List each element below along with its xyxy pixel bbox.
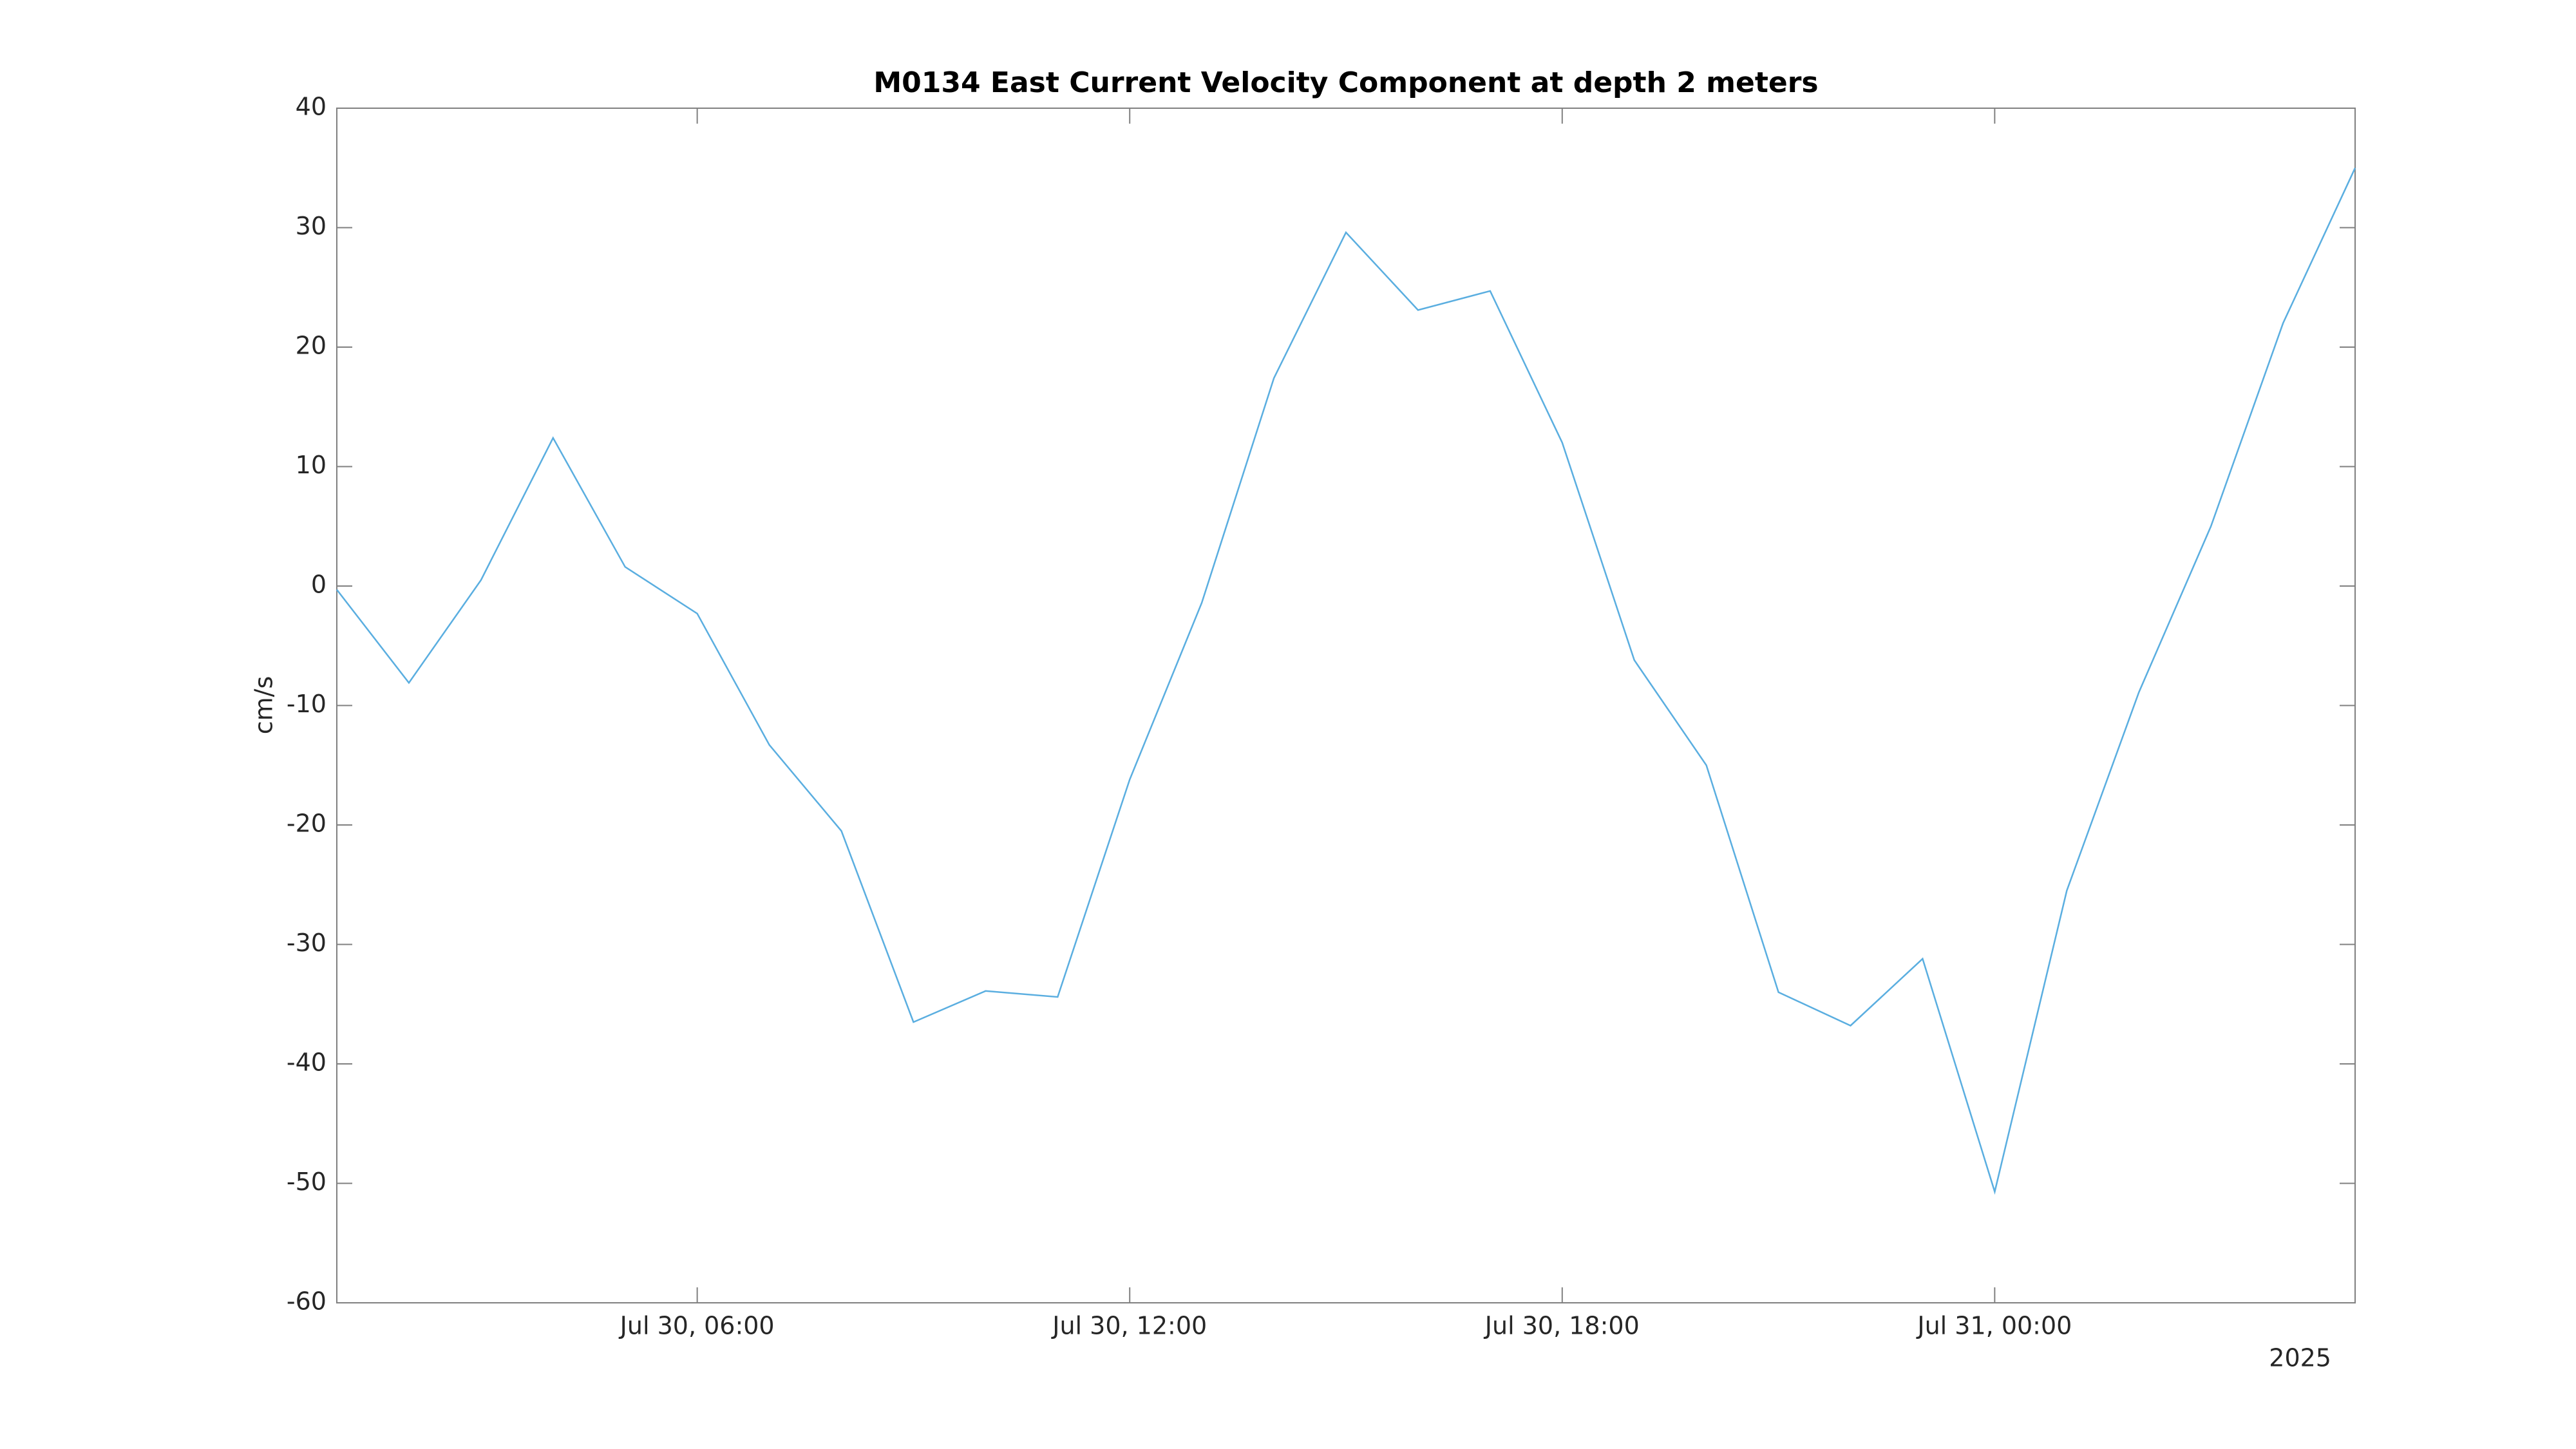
y-tick-label: 40	[296, 93, 327, 121]
y-tick-label: 10	[296, 451, 327, 479]
y-tick-label: 0	[311, 571, 327, 599]
x-tick-label: Jul 30, 18:00	[1484, 1312, 1640, 1340]
data-line	[336, 167, 2356, 1195]
y-tick-label: -20	[287, 810, 327, 838]
y-tick-label: 20	[296, 332, 327, 360]
x-year-label: 2025	[2269, 1344, 2331, 1372]
x-tick-label: Jul 30, 12:00	[1051, 1312, 1207, 1340]
x-tick-label: Jul 31, 00:00	[1916, 1312, 2072, 1340]
chart-title: M0134 East Current Velocity Component at…	[873, 66, 1818, 99]
x-tick-label: Jul 30, 06:00	[619, 1312, 775, 1340]
y-tick-label: -50	[287, 1168, 327, 1196]
y-tick-label: -30	[287, 929, 327, 957]
y-tick-label: 30	[296, 212, 327, 240]
y-tick-label: -60	[287, 1287, 327, 1316]
y-axis-label: cm/s	[250, 676, 278, 735]
y-tick-label: -10	[287, 690, 327, 718]
plot-frame	[336, 108, 2356, 1303]
y-tick-label: -40	[287, 1048, 327, 1077]
